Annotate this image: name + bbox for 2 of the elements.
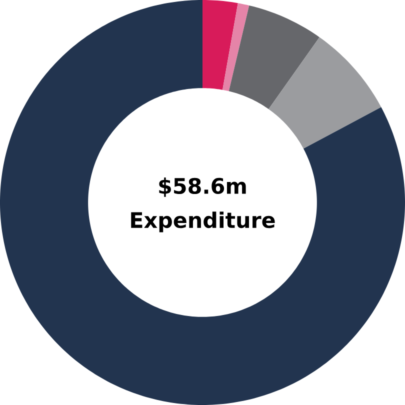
text: Expenditure — [131, 212, 275, 232]
text: $58.6m — [159, 177, 246, 197]
